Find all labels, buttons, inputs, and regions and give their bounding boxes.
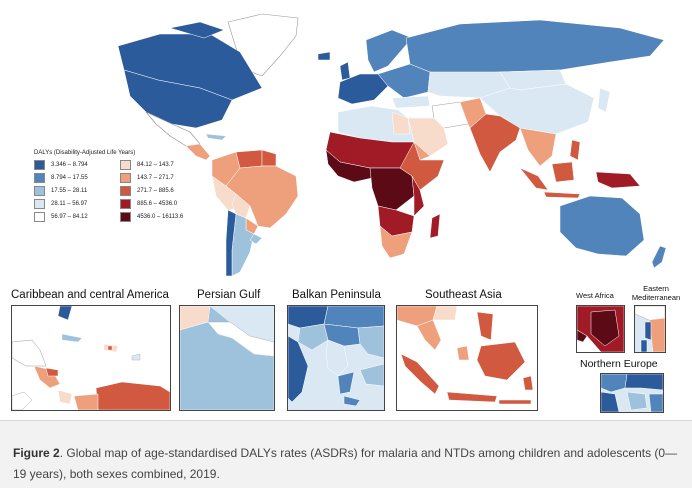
region-western-europe [337, 73, 389, 105]
legend-entry: 56.97 – 84.12 [34, 211, 120, 222]
region-central-america [185, 143, 211, 161]
legend-entry: 8.794 – 17.55 [34, 172, 120, 183]
region-uk [339, 61, 351, 81]
region-indochina [519, 127, 557, 167]
region-chile [225, 209, 237, 277]
legend-swatch [120, 172, 131, 183]
legend-entry: 143.7 – 271.7 [120, 172, 206, 183]
region-iceland [317, 51, 331, 61]
inset-persian-gulf [179, 305, 275, 411]
world-map [117, 13, 667, 277]
legend-swatch [120, 185, 131, 196]
region-new-guinea [595, 171, 641, 189]
legend-label: 3.346 – 8.794 [51, 161, 88, 168]
legend-entry: 4536.0 – 16113.6 [120, 211, 206, 222]
legend-entry: 28.11 – 56.97 [34, 198, 120, 209]
legend-entry: 84.12 – 143.7 [120, 159, 206, 170]
legend-swatch [34, 198, 45, 209]
inset-persian-gulf-map [180, 306, 274, 410]
region-java [543, 191, 581, 199]
figure: DALYs (Disability-Adjusted Life Years) 3… [11, 13, 687, 413]
caption-label: Figure 2 [13, 446, 60, 460]
legend-label: 8.794 – 17.55 [51, 174, 88, 181]
inset-title-persian-gulf: Persian Gulf [197, 289, 261, 301]
region-cuba [205, 133, 227, 141]
inset-title-northern-europe: Northern Europe [580, 358, 658, 370]
legend-label: 28.11 – 56.97 [51, 200, 88, 207]
legend-label: 4536.0 – 16113.6 [137, 213, 184, 220]
region-east-africa [411, 175, 425, 217]
region-usa [123, 69, 233, 129]
inset-southeast-asia [396, 305, 538, 411]
figure-caption: Figure 2. Global map of age-standardised… [13, 443, 678, 485]
legend-entry: 3.346 – 8.794 [34, 159, 120, 170]
legend-label: 17.55 – 28.11 [51, 187, 88, 194]
legend-swatch [120, 159, 131, 170]
region-venezuela [235, 149, 263, 169]
region-arctic-islands [169, 21, 225, 39]
region-turkey [391, 95, 431, 109]
inset-title-caribbean: Caribbean and central America [11, 289, 169, 301]
legend-entry: 271.7 – 885.6 [120, 185, 206, 196]
region-russia [405, 19, 665, 75]
inset-balkan-map [288, 306, 384, 410]
inset-eastern-med-map [635, 306, 665, 352]
legend-label: 56.97 – 84.12 [51, 213, 88, 220]
legend-entry: 17.55 – 28.11 [34, 185, 120, 196]
inset-southeast-asia-map [397, 306, 537, 410]
legend-swatch [34, 159, 45, 170]
inset-northern-europe-map [601, 374, 663, 412]
region-madagascar [429, 213, 441, 239]
inset-caribbean-map [12, 306, 170, 410]
caption-text: . Global map of age-standardised DALYs r… [13, 446, 678, 481]
region-australia [559, 195, 645, 257]
legend-label: 143.7 – 271.7 [137, 174, 174, 181]
region-uruguay [249, 233, 263, 245]
legend-label: 885.6 – 4536.0 [137, 200, 178, 207]
inset-west-africa [576, 305, 625, 353]
region-new-zealand [651, 245, 667, 269]
region-west-africa [325, 149, 373, 183]
legend-swatch [34, 172, 45, 183]
region-southern-africa [379, 225, 413, 259]
region-japan [597, 87, 611, 113]
region-scandinavia [365, 29, 413, 73]
legend-entry: 885.6 – 4536.0 [120, 198, 206, 209]
region-philippines [569, 139, 581, 161]
inset-title-eastern-med: Eastern Mediterranean [625, 284, 687, 302]
inset-title-balkan: Balkan Peninsula [292, 289, 381, 301]
region-horn-of-africa [399, 141, 445, 191]
inset-title-eastern-med-line1: Eastern [643, 284, 669, 293]
region-central-africa [369, 167, 415, 211]
inset-west-africa-map [577, 306, 624, 352]
legend-swatch [120, 198, 131, 209]
region-sumatra [519, 167, 549, 191]
region-borneo [551, 161, 575, 183]
legend-swatch [34, 211, 45, 222]
legend: DALYs (Disability-Adjusted Life Years) 3… [34, 150, 206, 222]
inset-eastern-med [634, 305, 666, 353]
caption-band [0, 420, 692, 488]
legend-swatch [120, 211, 131, 222]
legend-grid: 3.346 – 8.794 84.12 – 143.7 8.794 – 17.5… [34, 159, 206, 222]
region-india [469, 113, 521, 173]
inset-title-eastern-med-line2: Mediterranean [631, 292, 681, 302]
inset-balkan [287, 305, 385, 411]
legend-label: 84.12 – 143.7 [137, 161, 174, 168]
inset-title-southeast-asia: Southeast Asia [425, 289, 502, 301]
legend-label: 271.7 – 885.6 [137, 187, 174, 194]
region-iran [431, 101, 469, 129]
legend-swatch [34, 185, 45, 196]
region-guianas [261, 149, 277, 167]
region-egypt [391, 111, 411, 135]
inset-title-west-africa: West Africa [576, 291, 614, 300]
legend-title: DALYs (Disability-Adjusted Life Years) [34, 150, 136, 156]
inset-northern-europe [600, 373, 664, 413]
inset-caribbean [11, 305, 171, 411]
